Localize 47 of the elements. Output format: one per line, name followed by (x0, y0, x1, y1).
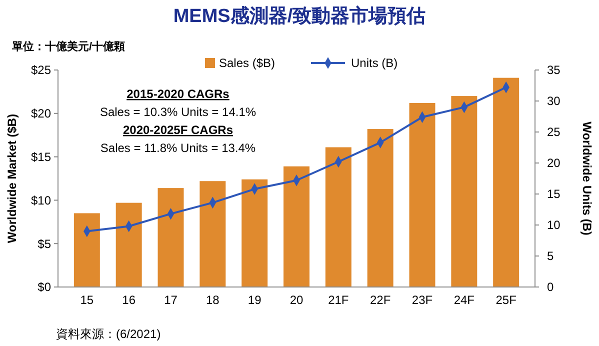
y-tick-label: $0 (38, 280, 52, 294)
annotation: Sales = 10.3% Units = 14.1% (100, 105, 256, 119)
x-tick-label: 20 (290, 293, 304, 307)
bar (74, 213, 100, 287)
bar (242, 179, 268, 287)
y-tick-label: $15 (30, 150, 52, 164)
chart-subtitle: 單位：十億美元/十億顆 (11, 40, 126, 53)
legend-label: Sales ($B) (219, 56, 276, 70)
x-tick-label: 22F (370, 293, 391, 307)
y2-tick-label: 30 (547, 94, 561, 108)
x-tick-label: 23F (412, 293, 433, 307)
bar (409, 102, 436, 287)
annotation: 2015-2020 CAGRs (126, 87, 230, 101)
y2-tick-label: 0 (547, 280, 554, 294)
y2-tick-label: 20 (547, 156, 561, 170)
y2-tick-label: 5 (547, 249, 554, 264)
y2-tick-label: 10 (547, 218, 561, 232)
source-note: 資料來源：(6/2021) (56, 327, 161, 341)
x-tick-label: 21F (328, 293, 349, 307)
bar (367, 129, 394, 287)
x-tick-label: 15 (80, 293, 94, 307)
y2-axis-title: Worldwide Units (B) (580, 122, 594, 236)
legend-label: Units (B) (351, 56, 398, 70)
bar (493, 78, 520, 287)
y-axis-title: Worldwide Market ($B) (5, 114, 19, 244)
annotation: 2020-2025F CAGRs (122, 123, 234, 137)
bar (200, 181, 226, 287)
y-tick-label: $5 (38, 236, 52, 251)
y-tick-label: $25 (30, 63, 52, 78)
bar (451, 96, 478, 287)
bar (325, 147, 352, 287)
x-tick-label: 25F (496, 293, 516, 307)
y-tick-label: $10 (30, 193, 52, 208)
bar (158, 188, 184, 287)
y2-tick-label: 15 (547, 187, 561, 202)
bar (116, 202, 142, 287)
x-tick-label: 18 (206, 293, 220, 307)
x-tick-label: 17 (164, 293, 178, 307)
x-tick-label: 19 (248, 293, 262, 307)
x-tick-label: 24F (454, 293, 475, 307)
y2-tick-label: 35 (547, 63, 561, 78)
chart-title: MEMS感測器/致動器市場預估 (173, 5, 426, 27)
bar (284, 166, 310, 287)
y2-tick-label: 25 (547, 125, 561, 140)
annotation: Sales = 11.8% Units = 13.4% (100, 141, 256, 155)
y-tick-label: $20 (30, 106, 52, 121)
x-tick-label: 16 (122, 293, 136, 307)
